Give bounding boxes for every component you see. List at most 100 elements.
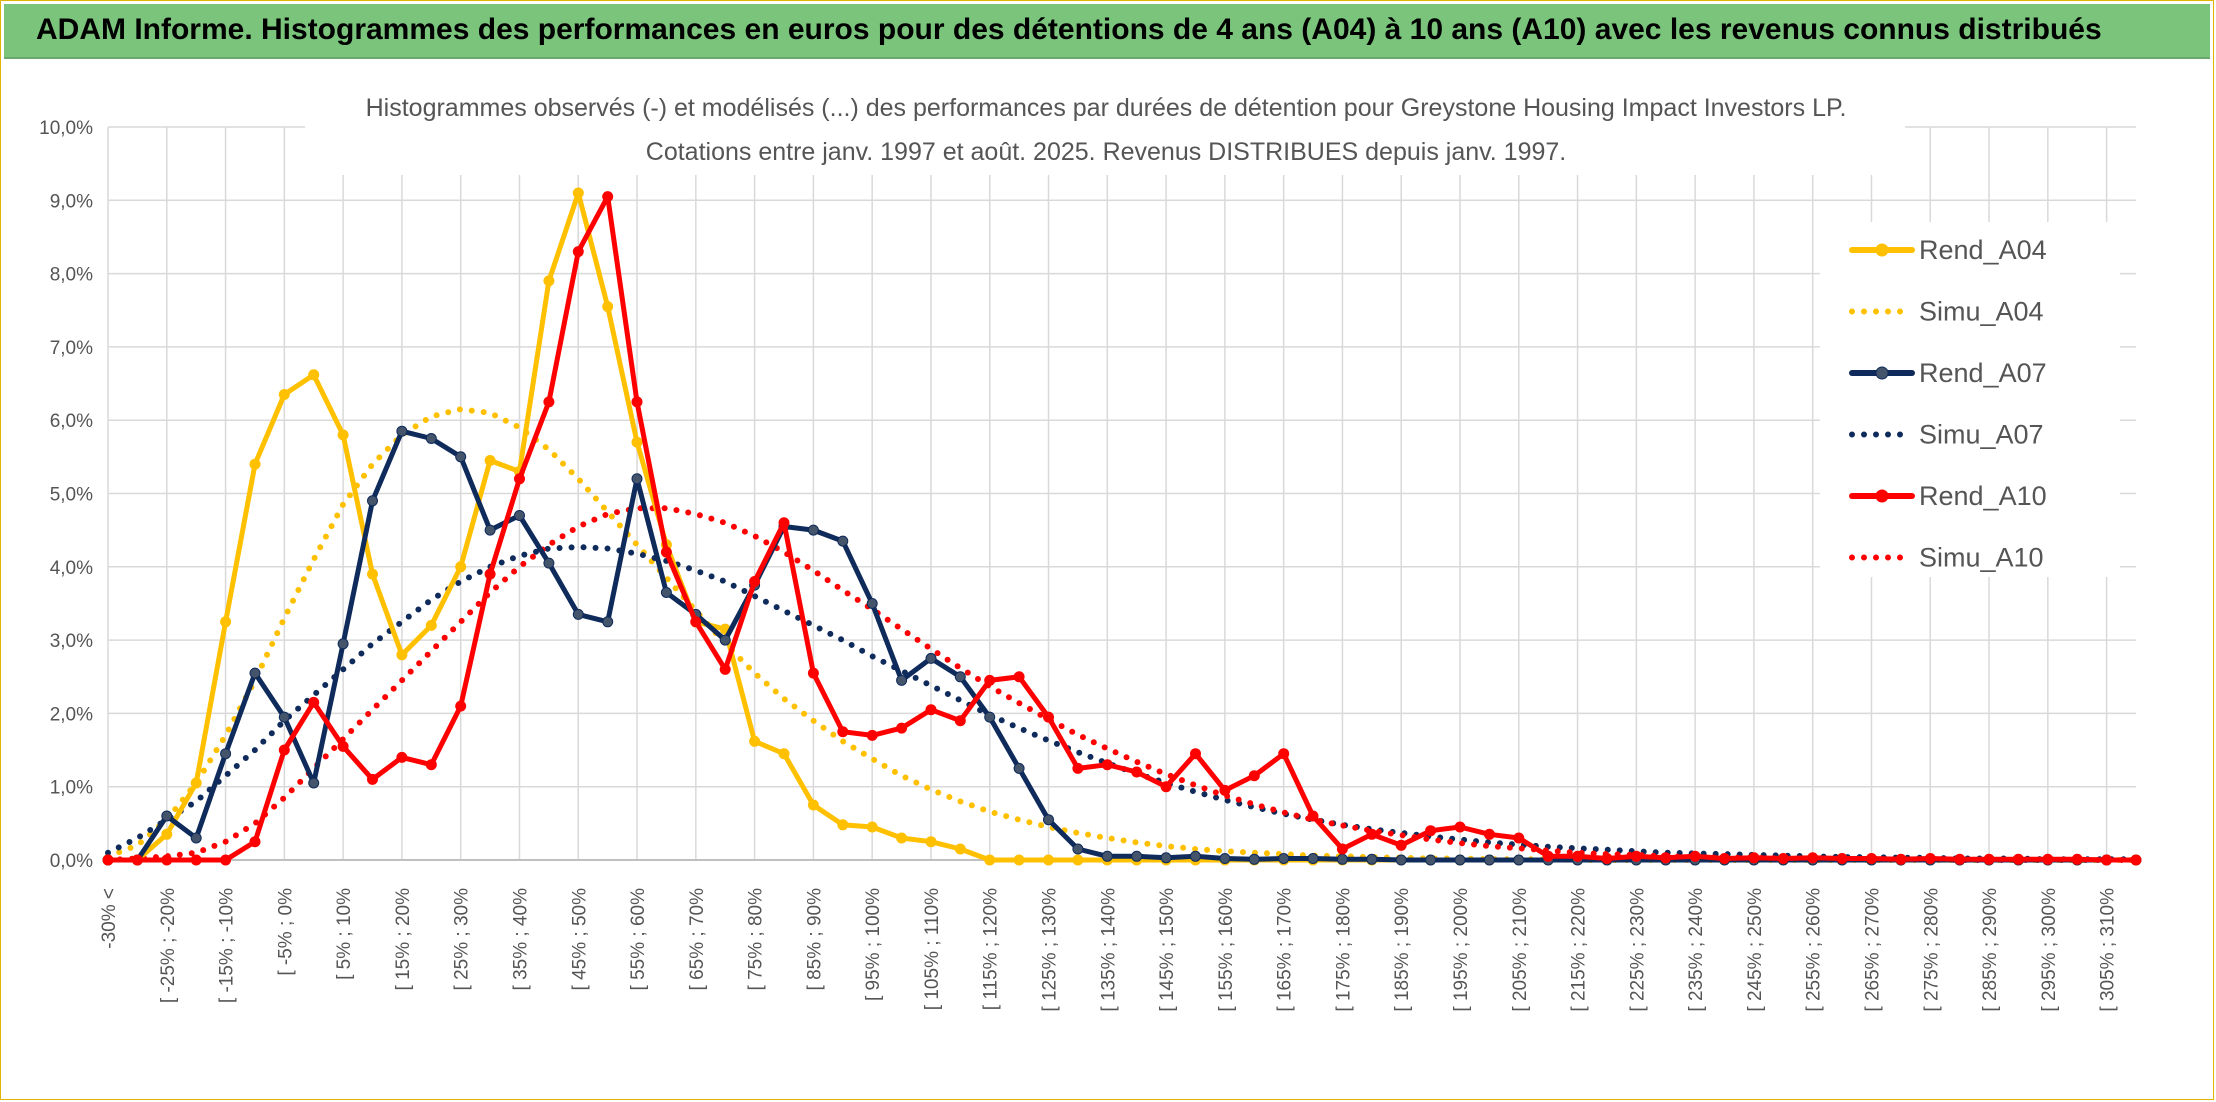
- legend-label-simu-a04: Simu_A04: [1919, 297, 2044, 327]
- point-rend-a10: [1160, 781, 1172, 793]
- point-rend-a10: [866, 729, 878, 741]
- point-rend-a10: [1836, 853, 1848, 864]
- point-rend-a10: [367, 773, 378, 785]
- x-tick-label: [ 65% ; 70%: [687, 888, 708, 991]
- legend-background: [1820, 222, 2120, 577]
- point-rend-a10: [1924, 853, 1936, 864]
- series-simu-a07: [105, 544, 2139, 863]
- x-tick-label: [ 285% ; 290%: [1980, 888, 2001, 1012]
- point-rend-a04: [954, 843, 966, 855]
- point-rend-a10: [807, 667, 819, 679]
- point-rend-a07: [220, 748, 232, 760]
- point-rend-a10: [1013, 671, 1025, 683]
- point-rend-a04: [925, 836, 937, 848]
- x-tick-label: [ 145% ; 150%: [1157, 888, 1178, 1012]
- point-rend-a10: [1601, 853, 1613, 864]
- x-tick-label: [ 75% ; 80%: [746, 888, 767, 991]
- y-tick-label: 3,0%: [50, 631, 93, 652]
- point-rend-a07: [925, 652, 937, 664]
- y-tick-label: 6,0%: [50, 411, 93, 432]
- point-rend-a07: [514, 510, 525, 521]
- point-rend-a07: [425, 433, 437, 444]
- point-rend-a07: [161, 810, 173, 822]
- point-rend-a04: [896, 832, 908, 844]
- point-rend-a10: [2042, 853, 2054, 865]
- point-rend-a07: [1336, 853, 1348, 865]
- point-rend-a10: [1131, 766, 1143, 778]
- legend-label-simu-a07: Simu_A07: [1919, 420, 2044, 450]
- point-rend-a04: [984, 854, 996, 866]
- x-tick-label: [ 155% ; 160%: [1216, 888, 1237, 1012]
- point-rend-a10: [278, 744, 290, 756]
- point-rend-a10: [1630, 850, 1642, 862]
- point-rend-a10: [484, 568, 496, 580]
- chart-subtitle: Cotations entre janv. 1997 et août. 2025…: [646, 138, 1566, 166]
- point-rend-a07: [1395, 854, 1407, 866]
- chart-title-background: [305, 83, 1905, 175]
- point-rend-a10: [778, 517, 790, 529]
- point-rend-a07: [896, 674, 908, 686]
- point-rend-a10: [1366, 828, 1378, 840]
- x-tick-label: [ 165% ; 170%: [1275, 888, 1296, 1012]
- x-tick-label: [ 55% ; 60%: [628, 888, 649, 991]
- x-tick-label: [ -5% ; 0%: [275, 888, 296, 976]
- point-rend-a10: [220, 854, 232, 866]
- y-tick-label: 10,0%: [39, 118, 93, 139]
- point-rend-a10: [1278, 748, 1290, 760]
- point-rend-a04: [220, 616, 232, 628]
- point-rend-a07: [1307, 853, 1319, 864]
- point-rend-a04: [1043, 854, 1054, 866]
- point-rend-a07: [660, 587, 672, 598]
- point-rend-a10: [660, 546, 672, 558]
- x-tick-label: [ 265% ; 270%: [1862, 888, 1883, 1012]
- point-rend-a10: [102, 854, 114, 866]
- point-rend-a07: [602, 616, 614, 628]
- point-rend-a07: [1366, 853, 1378, 865]
- point-rend-a07: [278, 711, 290, 723]
- x-tick-label: [ -25% ; -20%: [158, 888, 179, 1003]
- x-tick-label: [ 185% ; 190%: [1392, 888, 1413, 1012]
- point-rend-a10: [2130, 854, 2142, 866]
- point-rend-a07: [837, 535, 849, 547]
- y-tick-label: 8,0%: [50, 265, 93, 286]
- x-tick-label: [ 215% ; 220%: [1569, 888, 1590, 1012]
- point-rend-a07: [1013, 762, 1025, 774]
- point-rend-a10: [1336, 843, 1348, 855]
- x-tick-label: -30% <: [99, 888, 120, 949]
- x-tick-label: [ 15% ; 20%: [393, 888, 414, 991]
- point-rend-a10: [572, 246, 584, 258]
- point-rend-a04: [1072, 854, 1084, 866]
- point-rend-a10: [690, 616, 702, 628]
- point-rend-a04: [837, 819, 849, 831]
- point-rend-a10: [984, 674, 996, 686]
- x-tick-label: [ 305% ; 310%: [2098, 888, 2119, 1012]
- point-rend-a07: [1160, 852, 1172, 864]
- point-rend-a10: [1513, 832, 1525, 844]
- y-axis-ticks: 0,0% 1,0% 2,0% 3,0% 4,0% 5,0% 6,0% 7,0% 8,0% 9,0%…: [39, 118, 93, 872]
- x-tick-label: [ -15% ; -10%: [217, 888, 238, 1003]
- point-rend-a07: [396, 425, 408, 437]
- series-line-rend-a10: [105, 194, 2139, 863]
- point-rend-a10: [1895, 853, 1907, 865]
- point-rend-a10: [602, 191, 614, 203]
- series-line-simu-a04: [105, 406, 2139, 863]
- point-rend-a07: [249, 667, 261, 679]
- point-rend-a10: [1660, 852, 1672, 864]
- point-rend-a10: [1425, 825, 1437, 837]
- point-rend-a10: [190, 854, 202, 866]
- x-tick-label: [ 95% ; 100%: [863, 888, 884, 1001]
- y-tick-label: 0,0%: [50, 851, 93, 872]
- point-rend-a07: [1425, 854, 1437, 866]
- point-rend-a04: [425, 619, 437, 631]
- point-rend-a07: [1072, 843, 1084, 855]
- point-rend-a04: [161, 828, 173, 840]
- legend-swatch-rend-a10: [1849, 489, 1915, 503]
- point-rend-a10: [896, 722, 908, 734]
- point-rend-a10: [1542, 850, 1554, 862]
- point-rend-a04: [572, 187, 584, 199]
- x-tick-label: [ 5% ; 10%: [334, 888, 355, 980]
- point-rend-a10: [1072, 762, 1084, 774]
- point-rend-a10: [1983, 853, 1995, 865]
- point-rend-a04: [367, 568, 378, 580]
